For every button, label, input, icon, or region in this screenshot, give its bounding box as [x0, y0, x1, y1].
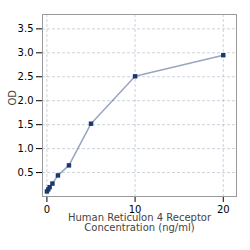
svg-text:0.5: 0.5: [18, 167, 34, 178]
svg-text:1.5: 1.5: [18, 119, 34, 130]
svg-text:Human Reticulon 4 ReceptorConc: Human Reticulon 4 ReceptorConcentration …: [68, 212, 212, 233]
svg-text:20: 20: [217, 204, 230, 215]
svg-text:3.5: 3.5: [18, 23, 34, 34]
svg-text:10: 10: [128, 203, 142, 215]
svg-text:0: 0: [44, 204, 50, 215]
svg-text:OD: OD: [7, 90, 18, 106]
svg-text:2.0: 2.0: [18, 95, 34, 106]
svg-text:1.0: 1.0: [18, 143, 34, 154]
svg-text:3.0: 3.0: [18, 47, 34, 58]
svg-text:2.5: 2.5: [18, 71, 34, 82]
